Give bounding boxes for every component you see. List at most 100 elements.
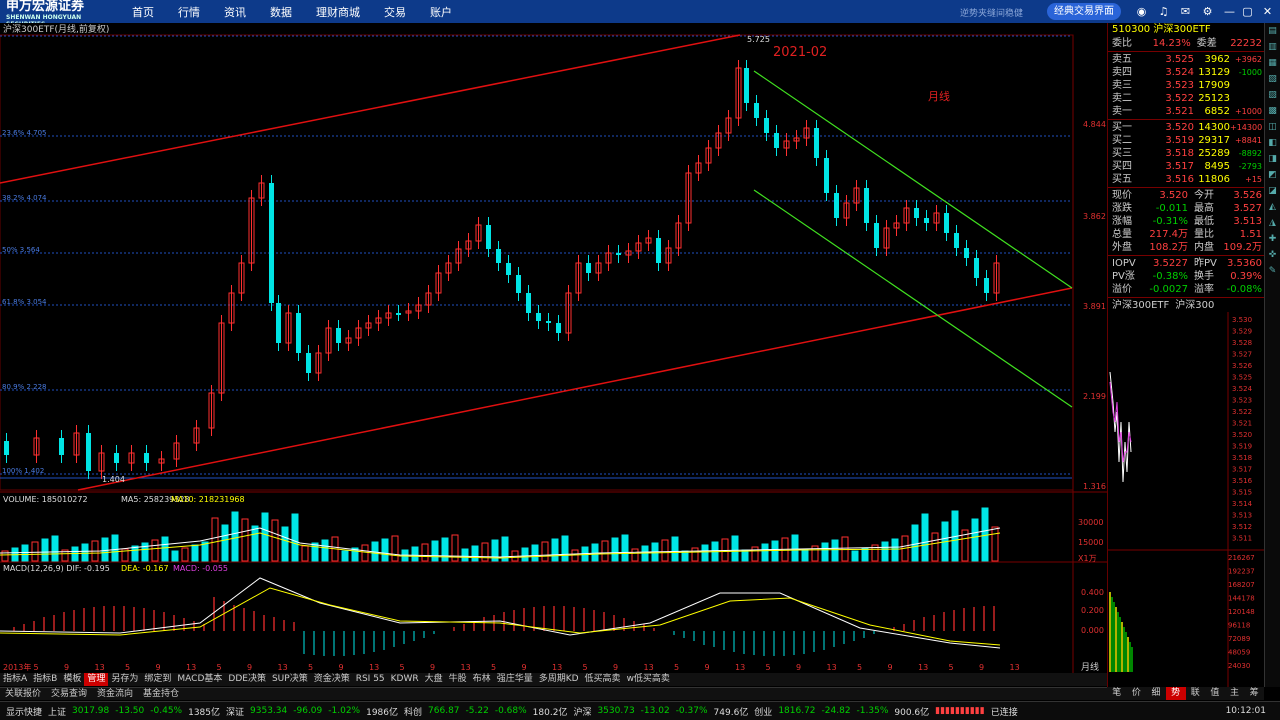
candle-body-down [556, 323, 561, 333]
side-icon-9[interactable]: ◨ [1268, 154, 1277, 164]
candle-body-up [625, 250, 632, 256]
ask-row[interactable]: 卖三 3.523 17909 [1108, 79, 1264, 92]
volume-bar [671, 536, 679, 562]
indicator-tab[interactable]: DDE决策 [228, 674, 266, 684]
ask-row[interactable]: 卖二 3.522 25123 [1108, 92, 1264, 105]
function-tab[interactable]: 关联报价 [5, 689, 42, 699]
intraday-mini-chart[interactable]: 3.530 3.529 3.528 3.527 3.526 3.525 3.524 3.523… [1108, 312, 1265, 692]
function-tab[interactable]: 资金流向 [97, 689, 134, 699]
user-icon[interactable]: ◉ [1136, 5, 1147, 18]
side-icon-12[interactable]: ◭ [1269, 202, 1276, 212]
indicator-tab[interactable]: 牛股 [448, 674, 467, 684]
menu-quotes[interactable]: 行情 [178, 5, 200, 19]
volume-bar [291, 513, 299, 562]
headset-icon[interactable]: ♫ [1158, 5, 1169, 18]
status-bar: 显示快捷 上证 3017.98 -13.50 -0.45% 1385亿 深证 9… [0, 701, 1280, 720]
indicator-tab[interactable]: w低买高卖 [626, 674, 670, 684]
indicator-tab[interactable]: 另存为 [111, 674, 139, 684]
volume-bar [981, 507, 989, 562]
indicator-tab[interactable]: SUP决策 [271, 674, 308, 684]
kc-name[interactable]: 科创 [404, 707, 423, 718]
time-axis-label: 5 [125, 663, 130, 672]
bid-row[interactable]: 买一 3.520 14300 +14300 [1108, 121, 1264, 134]
side-icon-4[interactable]: ▧ [1268, 74, 1277, 84]
indicator-tab[interactable]: 大盘 [424, 674, 443, 684]
indicator-tab[interactable]: 模板 [63, 674, 82, 684]
close-icon[interactable]: ✕ [1262, 5, 1273, 18]
menu-account[interactable]: 账户 [430, 5, 452, 19]
indicator-tab[interactable]: 低买高卖 [584, 674, 621, 684]
indicator-tab[interactable]: 指标A [3, 674, 28, 684]
sz-name[interactable]: 深证 [226, 707, 245, 718]
panel-tab[interactable]: 笔 [1112, 688, 1122, 698]
broker-logo[interactable]: 申万宏源证券 SHENWAN HONGYUAN SECURITIES [0, 0, 120, 28]
sh-name[interactable]: 上证 [48, 707, 67, 718]
bid-row[interactable]: 买三 3.518 25289 -8892 [1108, 147, 1264, 160]
indicator-tab[interactable]: 指标B [33, 674, 58, 684]
function-tab[interactable]: 交易查询 [51, 689, 88, 699]
side-icon-1[interactable]: ▤ [1268, 26, 1277, 36]
menu-trade[interactable]: 交易 [384, 5, 406, 19]
indicator-tab[interactable]: 多周期KD [538, 674, 579, 684]
indicator-tab[interactable]: 管理 [84, 673, 109, 686]
side-icon-13[interactable]: ◮ [1269, 218, 1276, 228]
side-icon-11[interactable]: ◪ [1268, 186, 1277, 196]
maximize-icon[interactable]: ▢ [1242, 5, 1253, 18]
side-icon-5[interactable]: ▨ [1268, 90, 1277, 100]
bid-row[interactable]: 买二 3.519 29317 +8841 [1108, 134, 1264, 147]
panel-tab[interactable]: 价 [1131, 688, 1141, 698]
mini-price-label: 3.511 [1232, 535, 1252, 543]
indicator-tab[interactable]: 强庄华量 [496, 674, 533, 684]
panel-tab[interactable]: 主 [1230, 688, 1240, 698]
panel-tab[interactable]: 筹 [1249, 688, 1259, 698]
ask-price: 3.525 [1165, 54, 1194, 65]
side-icon-2[interactable]: ▥ [1268, 42, 1277, 52]
function-tab[interactable]: 基金持仓 [143, 689, 180, 699]
minimize-icon[interactable]: — [1224, 5, 1235, 18]
indicator-tab[interactable]: 绑定到 [144, 674, 172, 684]
classic-trade-button[interactable]: 经典交易界面 [1047, 3, 1121, 20]
mail-icon[interactable]: ✉ [1180, 5, 1191, 18]
volume-axis-label: 30000 [1078, 518, 1103, 527]
ask-row[interactable]: 卖五 3.525 3962 +3962 [1108, 53, 1264, 66]
panel-tab[interactable]: 联 [1190, 688, 1200, 698]
iopv-value2: 0.39% [1230, 271, 1262, 282]
side-icon-16[interactable]: ✎ [1268, 266, 1277, 276]
panel-tab[interactable]: 细 [1151, 688, 1161, 698]
indicator-tab[interactable]: 资金决策 [313, 674, 350, 684]
side-icon-6[interactable]: ▩ [1268, 106, 1277, 116]
stat-label2: 最低 [1194, 216, 1214, 227]
volume-bar [171, 550, 179, 562]
side-icon-10[interactable]: ◩ [1268, 170, 1277, 180]
hs-name[interactable]: 沪深 [573, 707, 592, 718]
menu-data[interactable]: 数据 [270, 5, 292, 19]
kline-chart[interactable]: 23.6% 4.705 38.2% 4.074 50% 3.564 61.8% 3.0… [0, 23, 1107, 673]
panel-tab[interactable]: 势 [1165, 687, 1186, 700]
show-shortcut[interactable]: 显示快捷 [6, 707, 43, 718]
bid-row[interactable]: 买五 3.516 11806 +15 [1108, 173, 1264, 186]
menu-home[interactable]: 首页 [132, 5, 154, 19]
kline-chart-area[interactable]: 23.6% 4.705 38.2% 4.074 50% 3.564 61.8% 3.0… [0, 23, 1107, 687]
side-icon-3[interactable]: ▦ [1268, 58, 1277, 68]
indicator-tab[interactable]: RSI 55 [355, 674, 385, 684]
side-icon-15[interactable]: ✜ [1268, 250, 1277, 260]
settings-icon[interactable]: ⚙ [1202, 5, 1213, 18]
side-icon-8[interactable]: ◧ [1268, 138, 1277, 148]
top-menu-bar: 申万宏源证券 SHENWAN HONGYUAN SECURITIES 首页 行情… [0, 0, 1280, 28]
indicator-tab[interactable]: 布林 [472, 674, 491, 684]
indicator-tab[interactable]: KDWR [390, 674, 419, 684]
menu-news[interactable]: 资讯 [224, 5, 246, 19]
panel-tab[interactable]: 值 [1210, 688, 1220, 698]
indicator-tab[interactable]: MACD基本 [177, 674, 223, 684]
ask-row[interactable]: 卖一 3.521 6852 +1000 [1108, 105, 1264, 118]
ask-row[interactable]: 卖四 3.524 13129 -1000 [1108, 66, 1264, 79]
menu-mall[interactable]: 理财商城 [316, 5, 360, 19]
bid-row[interactable]: 买四 3.517 8495 -2793 [1108, 160, 1264, 173]
volume-bar [421, 543, 429, 562]
side-icon-7[interactable]: ◫ [1268, 122, 1277, 132]
candle-body-down [276, 303, 281, 343]
cy-name[interactable]: 创业 [754, 707, 773, 718]
mini-price-label: 3.523 [1232, 397, 1252, 405]
candle-body-up [475, 224, 482, 242]
side-icon-14[interactable]: ✚ [1268, 234, 1277, 244]
